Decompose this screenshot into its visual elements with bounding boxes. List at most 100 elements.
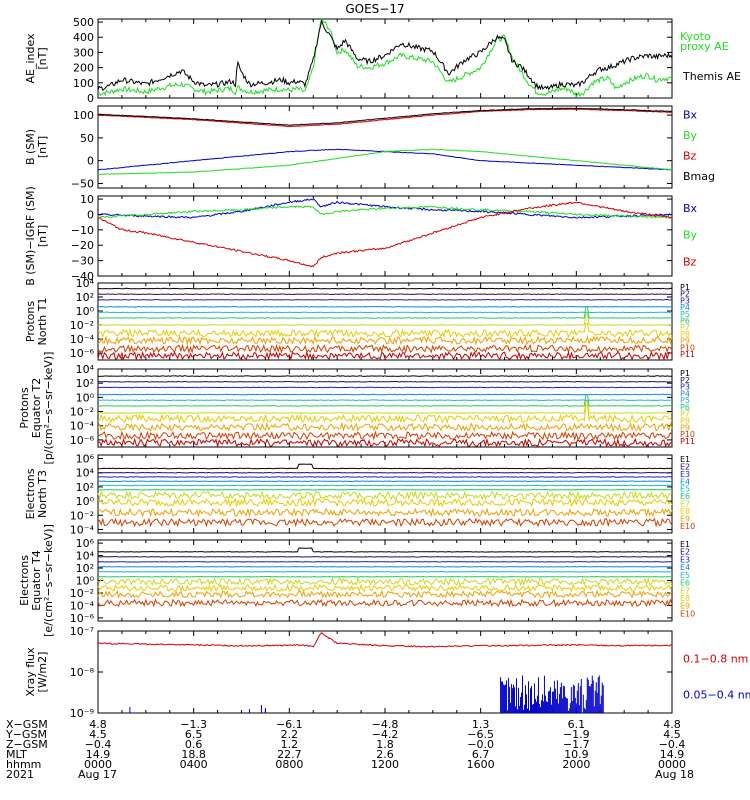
channel-label: E4 [680, 477, 690, 486]
y-tick-label: 10² [76, 481, 94, 494]
channel-line-p9 [97, 421, 673, 433]
channel-label: E5 [680, 485, 690, 494]
channel-line-e7 [97, 490, 673, 501]
x-axis-value: Aug 17 [78, 768, 117, 781]
channel-line-e9 [97, 589, 672, 599]
y-tick-label: −50 [71, 177, 94, 190]
legend-kyoto-ae: Kyoto [680, 30, 711, 43]
channel-label: E9 [680, 514, 690, 523]
x-axis-value: 10.9 [564, 748, 589, 761]
y-tick-label: 10⁻⁴ [70, 420, 95, 433]
y-axis-label-line: Equator T2 [30, 378, 43, 438]
channel-line-e8 [97, 497, 673, 508]
channel-line-p3 [97, 298, 673, 301]
y-tick-label: −40 [71, 270, 94, 283]
y-tick-label: 10⁻⁷ [70, 625, 94, 638]
series-line-kyoto-proxy-ae [97, 17, 673, 99]
legend-label-bres: Bx [683, 202, 698, 215]
channel-label: P10 [680, 430, 695, 439]
x-axis-value: −4.8 [372, 718, 399, 731]
y-tick-label: 200 [73, 62, 94, 75]
channel-label: P3 [680, 383, 690, 392]
y-tick-label: 0 [87, 92, 94, 105]
x-axis-value: −6.1 [276, 718, 303, 731]
channel-line-e1 [98, 547, 673, 553]
channel-line-p6 [98, 393, 673, 407]
channel-line-e8 [97, 583, 673, 593]
channel-label: P11 [680, 350, 695, 359]
x-axis-value: −0.0 [467, 738, 494, 751]
channel-label: E10 [680, 609, 695, 618]
y-tick-label: −10 [71, 224, 94, 237]
legend-kyoto-ae: proxy AE [680, 40, 729, 53]
series-line-bz [97, 201, 673, 268]
channel-line-p4 [97, 305, 673, 308]
channel-line-p6 [97, 306, 673, 319]
y-tick-label: 10⁰ [76, 391, 95, 404]
legend-themis-ae: Themis AE [682, 70, 741, 83]
y-axis-label-line: AE_index [24, 33, 37, 84]
y-axis-label-line: Protons [24, 301, 37, 342]
channel-label: E2 [680, 462, 690, 471]
x-axis-value: −1.3 [180, 718, 207, 731]
channel-label: E6 [680, 492, 690, 501]
channel-label: P3 [680, 296, 690, 305]
panel-ae: 500 400 300 200 100 0 AE_index [nT] [24, 16, 673, 105]
y-tick-label: 10⁰ [76, 495, 95, 508]
y-tick-label: 10² [76, 562, 94, 575]
y-tick-label: 10⁻² [70, 319, 94, 332]
y-tick-label: 10⁻⁴ [70, 523, 95, 536]
channel-label: E10 [680, 522, 695, 531]
series-line-by [97, 205, 673, 219]
channel-line-p11 [97, 437, 673, 449]
x-axis-value: 4.8 [89, 718, 107, 731]
channel-label: P4 [680, 303, 690, 312]
y-axis-label: Xray flux [W/m2] [24, 647, 49, 697]
y-tick-label: 10⁻⁶ [70, 434, 95, 447]
channel-line-e5 [97, 484, 673, 487]
y-axis-label-line: Electrons [24, 468, 37, 519]
x-axis-value: 0000 [84, 758, 112, 771]
y-axis-label-line: [W/m2] [36, 652, 49, 693]
y-axis-label-line: Equator T4 [30, 550, 43, 610]
x-axis-value: 4.5 [663, 728, 681, 741]
plot-title: GOES−17 [345, 2, 404, 16]
channel-label: P2 [680, 376, 690, 385]
y-tick-label: 10⁻² [70, 509, 94, 522]
legend-label-bsm: Bmag [683, 170, 715, 183]
channel-line-p5 [97, 399, 673, 402]
x-axis-value: 0.6 [185, 738, 203, 751]
x-axis-row-label: hhmm [6, 758, 41, 771]
series-line-0-1-0-8-nm [97, 631, 673, 648]
channel-label: P1 [680, 369, 690, 378]
x-axis-value: 6.5 [185, 728, 203, 741]
y-tick-label: 50 [80, 132, 94, 145]
x-axis-row-label: Y−GSM [5, 728, 47, 741]
channel-label: P6 [680, 403, 690, 412]
y-tick-label: 10⁶ [76, 453, 95, 466]
y-axis-label: B (SM) [nT] [24, 129, 49, 165]
y-axis-label: Protons North T1 [24, 298, 49, 346]
channel-label: P10 [680, 343, 695, 352]
y-tick-label: 300 [73, 46, 94, 59]
y-axis-label-line: [nT] [36, 225, 49, 247]
x-axis-value: 1.8 [376, 738, 394, 751]
legend-label-bres: By [683, 229, 698, 242]
channel-label: P2 [680, 290, 690, 299]
channel-line-e7 [97, 577, 673, 587]
x-axis-value: 1200 [371, 758, 399, 771]
x-axis-value: 14.9 [86, 748, 111, 761]
x-axis-value: 6.1 [568, 718, 586, 731]
channel-label: P1 [680, 283, 690, 292]
x-axis-value: 14.9 [660, 748, 685, 761]
y-tick-label: 10² [76, 291, 94, 304]
panel-bsm: 100 50 0 −50 B (SM) [nT] [24, 105, 673, 190]
y-tick-label: 100 [73, 109, 94, 122]
channel-line-p3 [97, 386, 673, 389]
y-tick-label: 0 [87, 208, 94, 221]
panel-xray: 10⁻⁷ 10⁻⁸ 10⁻⁹ Xray flux [W/m2] [24, 625, 673, 720]
channel-line-e9 [97, 507, 673, 518]
